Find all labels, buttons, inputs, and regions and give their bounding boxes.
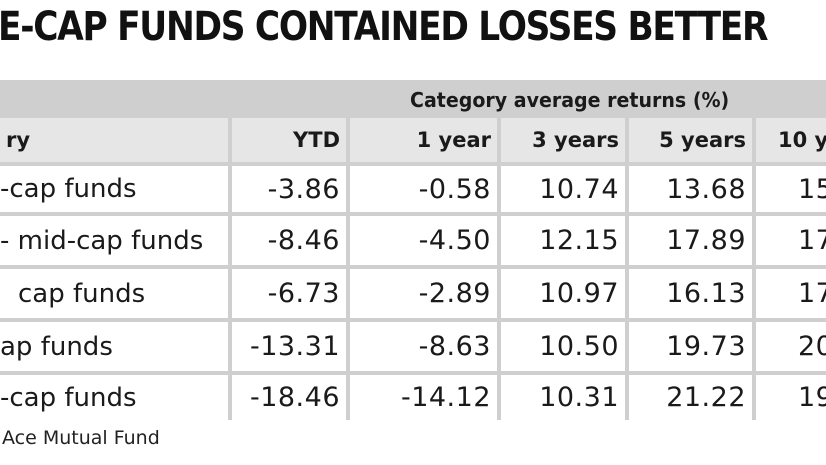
table-cell-5-years: 21.22 — [629, 375, 752, 420]
table-cell-5-years: 19.73 — [629, 322, 752, 371]
table-cell-3-years: 12.15 — [501, 216, 625, 265]
table-row-name: cap funds — [0, 269, 228, 318]
table-cell-ytd: -3.86 — [232, 166, 346, 212]
table-cell-10-years: 17 — [756, 216, 826, 265]
table-cell-ytd: -13.31 — [232, 322, 346, 371]
table-cell-ytd: -6.73 — [232, 269, 346, 318]
column-header-1-year: 1 year — [350, 118, 497, 162]
table-cell-10-years: 20 — [756, 322, 826, 371]
source-note: Ace Mutual Fund — [2, 427, 160, 449]
table-cell-ytd: -18.46 — [232, 375, 346, 420]
table-row-name: -cap funds — [0, 375, 228, 420]
table-title: E-CAP FUNDS CONTAINED LOSSES BETTER — [0, 4, 768, 50]
table-cell-5-years: 16.13 — [629, 269, 752, 318]
table-cell-10-years: 17 — [756, 269, 826, 318]
table-cell-3-years: 10.74 — [501, 166, 625, 212]
column-header-5-years: 5 years — [629, 118, 752, 162]
table-cell-1-year: -4.50 — [350, 216, 497, 265]
table-cell-1-year: -14.12 — [350, 375, 497, 420]
table-cell-5-years: 13.68 — [629, 166, 752, 212]
table-row-name: - mid-cap funds — [0, 216, 228, 265]
table-cell-3-years: 10.31 — [501, 375, 625, 420]
column-header-10-years: 10 y — [756, 118, 826, 162]
table-cell-3-years: 10.50 — [501, 322, 625, 371]
table-row-name: -cap funds — [0, 166, 228, 212]
column-header-3-years: 3 years — [501, 118, 625, 162]
table-cell-5-years: 17.89 — [629, 216, 752, 265]
table-row-name: ap funds — [0, 322, 228, 371]
table-cell-10-years: 15 — [756, 166, 826, 212]
column-header-ytd: YTD — [232, 118, 346, 162]
table-cell-ytd: -8.46 — [232, 216, 346, 265]
table-cell-3-years: 10.97 — [501, 269, 625, 318]
table-cell-1-year: -0.58 — [350, 166, 497, 212]
table-cell-1-year: -8.63 — [350, 322, 497, 371]
table-cell-1-year: -2.89 — [350, 269, 497, 318]
column-header-category: ry — [0, 118, 228, 162]
table-cell-10-years: 19 — [756, 375, 826, 420]
category-average-returns-header: Category average returns (%) — [410, 88, 730, 112]
